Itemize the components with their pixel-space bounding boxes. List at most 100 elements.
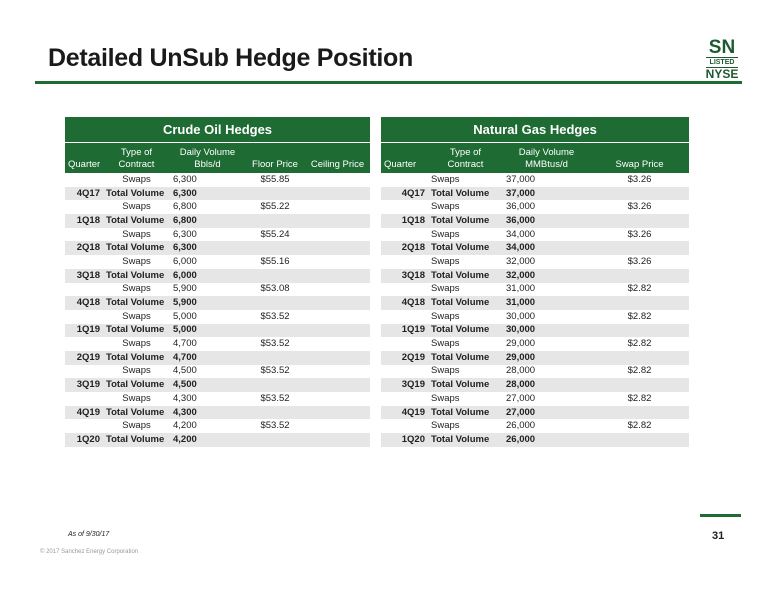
table-cell: 3Q19: [381, 378, 428, 392]
table-cell: 4,700: [170, 350, 245, 365]
table-cell: [305, 283, 370, 297]
table-cell: Total Volume: [428, 268, 503, 283]
footer-rule: [700, 514, 741, 517]
table-cell: [65, 173, 103, 187]
table-cell: $55.85: [260, 173, 290, 185]
table-cell: 5,900: [170, 296, 245, 310]
table-cell: $55.22: [260, 201, 290, 213]
table-cell: [305, 200, 370, 214]
table-cell: 4Q19: [65, 405, 103, 420]
logo: SN LISTED NYSE: [700, 38, 744, 81]
table-cell: 3Q18: [65, 268, 103, 283]
table-row: Swaps 34,000 $3.26: [381, 228, 689, 242]
table-cell: [65, 310, 103, 324]
table-row: 1Q18 Total Volume 36,000: [381, 214, 690, 228]
table-cell: [245, 378, 305, 392]
table-row: Swaps 6,800 $55.22: [65, 200, 370, 214]
table-cell: Swaps: [431, 228, 460, 240]
table-cell: [381, 392, 428, 406]
table-body: Swaps 6,300 $55.85 4Q17 Total Volume 6,300 Swa…: [65, 173, 370, 447]
table-cell: 6,300: [173, 228, 197, 240]
column-header: Swap Price: [590, 142, 690, 173]
column-header: Quarter: [65, 142, 103, 173]
table-cell: 1Q20: [381, 433, 428, 447]
table-head: Crude Oil Hedges Quarter Type of Contract D…: [65, 117, 370, 173]
table-title: Natural Gas Hedges: [381, 117, 690, 143]
table-cell: Total Volume: [103, 186, 170, 201]
table-row: Swaps 31,000 $2.82: [381, 283, 689, 297]
table-cell: [245, 405, 305, 420]
table-row: 2Q18 Total Volume 6,300: [65, 241, 370, 256]
table-row: Swaps 6,300 $55.85: [65, 173, 370, 187]
table-cell: Swaps: [431, 173, 460, 185]
table-body: Swaps 37,000 $3.26 4Q17 Total Volume 37,000 Sw…: [381, 173, 690, 447]
table-cell: 37,000: [506, 173, 536, 185]
table-cell: $3.26: [627, 255, 652, 267]
table-row: Swaps 37,000 $3.26: [381, 173, 689, 187]
table-cell: [590, 296, 690, 310]
table-cell: [590, 186, 690, 201]
table-cell: Total Volume: [428, 296, 503, 310]
table-cell: $53.52: [260, 420, 290, 432]
table-cell: [381, 228, 428, 242]
table-cell: Swaps: [431, 283, 460, 295]
table-cell: $53.52: [260, 310, 290, 322]
logo-text: LISTED: [706, 57, 738, 68]
table-cell: Swaps: [122, 201, 151, 213]
table-cell: 6,000: [170, 268, 245, 283]
table-row: Swaps 5,000 $53.52: [65, 310, 370, 324]
table-row: Swaps 30,000 $2.82: [381, 310, 689, 324]
table-row: Swaps 29,000 $2.82: [381, 337, 689, 351]
table-cell: [381, 173, 428, 187]
table-row: Swaps 6,300 $55.24: [65, 228, 370, 242]
table-cell: [305, 392, 370, 406]
table-cell: [381, 283, 428, 297]
table-cell: 1Q18: [65, 214, 103, 228]
table-cell: [305, 350, 370, 365]
table-cell: [305, 378, 370, 392]
table-cell: [590, 433, 690, 447]
table-cell: Swaps: [431, 201, 460, 213]
table-cell: 4,700: [173, 338, 197, 350]
table-cell: 29,000: [506, 338, 536, 350]
table-cell: $2.82: [627, 283, 652, 295]
table-cell: [590, 241, 690, 256]
table-cell: 4Q18: [65, 296, 103, 310]
table-cell: 6,800: [170, 214, 245, 228]
table-cell: 5,900: [173, 283, 197, 295]
table-cell: $53.52: [260, 392, 290, 404]
table-cell: Swaps: [122, 365, 151, 377]
table-cell: [590, 405, 690, 420]
table-cell: Swaps: [431, 338, 460, 350]
table-cell: 27,000: [506, 392, 536, 404]
table-row: 4Q19 Total Volume 27,000: [381, 405, 690, 420]
table-cell: Total Volume: [103, 268, 170, 283]
table-row: 3Q18 Total Volume 32,000: [381, 268, 690, 283]
table-cell: [245, 214, 305, 228]
column-header: Daily Volume MMBtus/d: [503, 142, 590, 173]
table-cell: [305, 255, 370, 269]
table-cell: [590, 214, 690, 228]
table-cell: Swaps: [431, 420, 460, 432]
logo-text: NYSE: [705, 67, 739, 81]
table-cell: Total Volume: [428, 323, 503, 338]
table-cell: [305, 405, 370, 420]
table-cell: Total Volume: [428, 241, 503, 256]
table-cell: Total Volume: [428, 433, 503, 447]
table-cell: [245, 296, 305, 310]
table-cell: 2Q19: [381, 350, 428, 365]
table-cell: 31,000: [503, 296, 590, 310]
table-cell: 31,000: [506, 283, 536, 295]
table-title: Crude Oil Hedges: [65, 117, 370, 143]
table-cell: [305, 296, 370, 310]
table-cell: 26,000: [506, 420, 536, 432]
table-cell: $53.08: [260, 283, 290, 295]
table-cell: 30,000: [506, 310, 536, 322]
table-cell: [305, 173, 370, 187]
table-cell: 1Q19: [65, 323, 103, 338]
column-header: Type of Contract: [103, 142, 170, 173]
slide-title: Detailed UnSub Hedge Position: [48, 44, 413, 72]
table-cell: Total Volume: [103, 378, 170, 392]
table-cell: 2Q18: [381, 241, 428, 256]
